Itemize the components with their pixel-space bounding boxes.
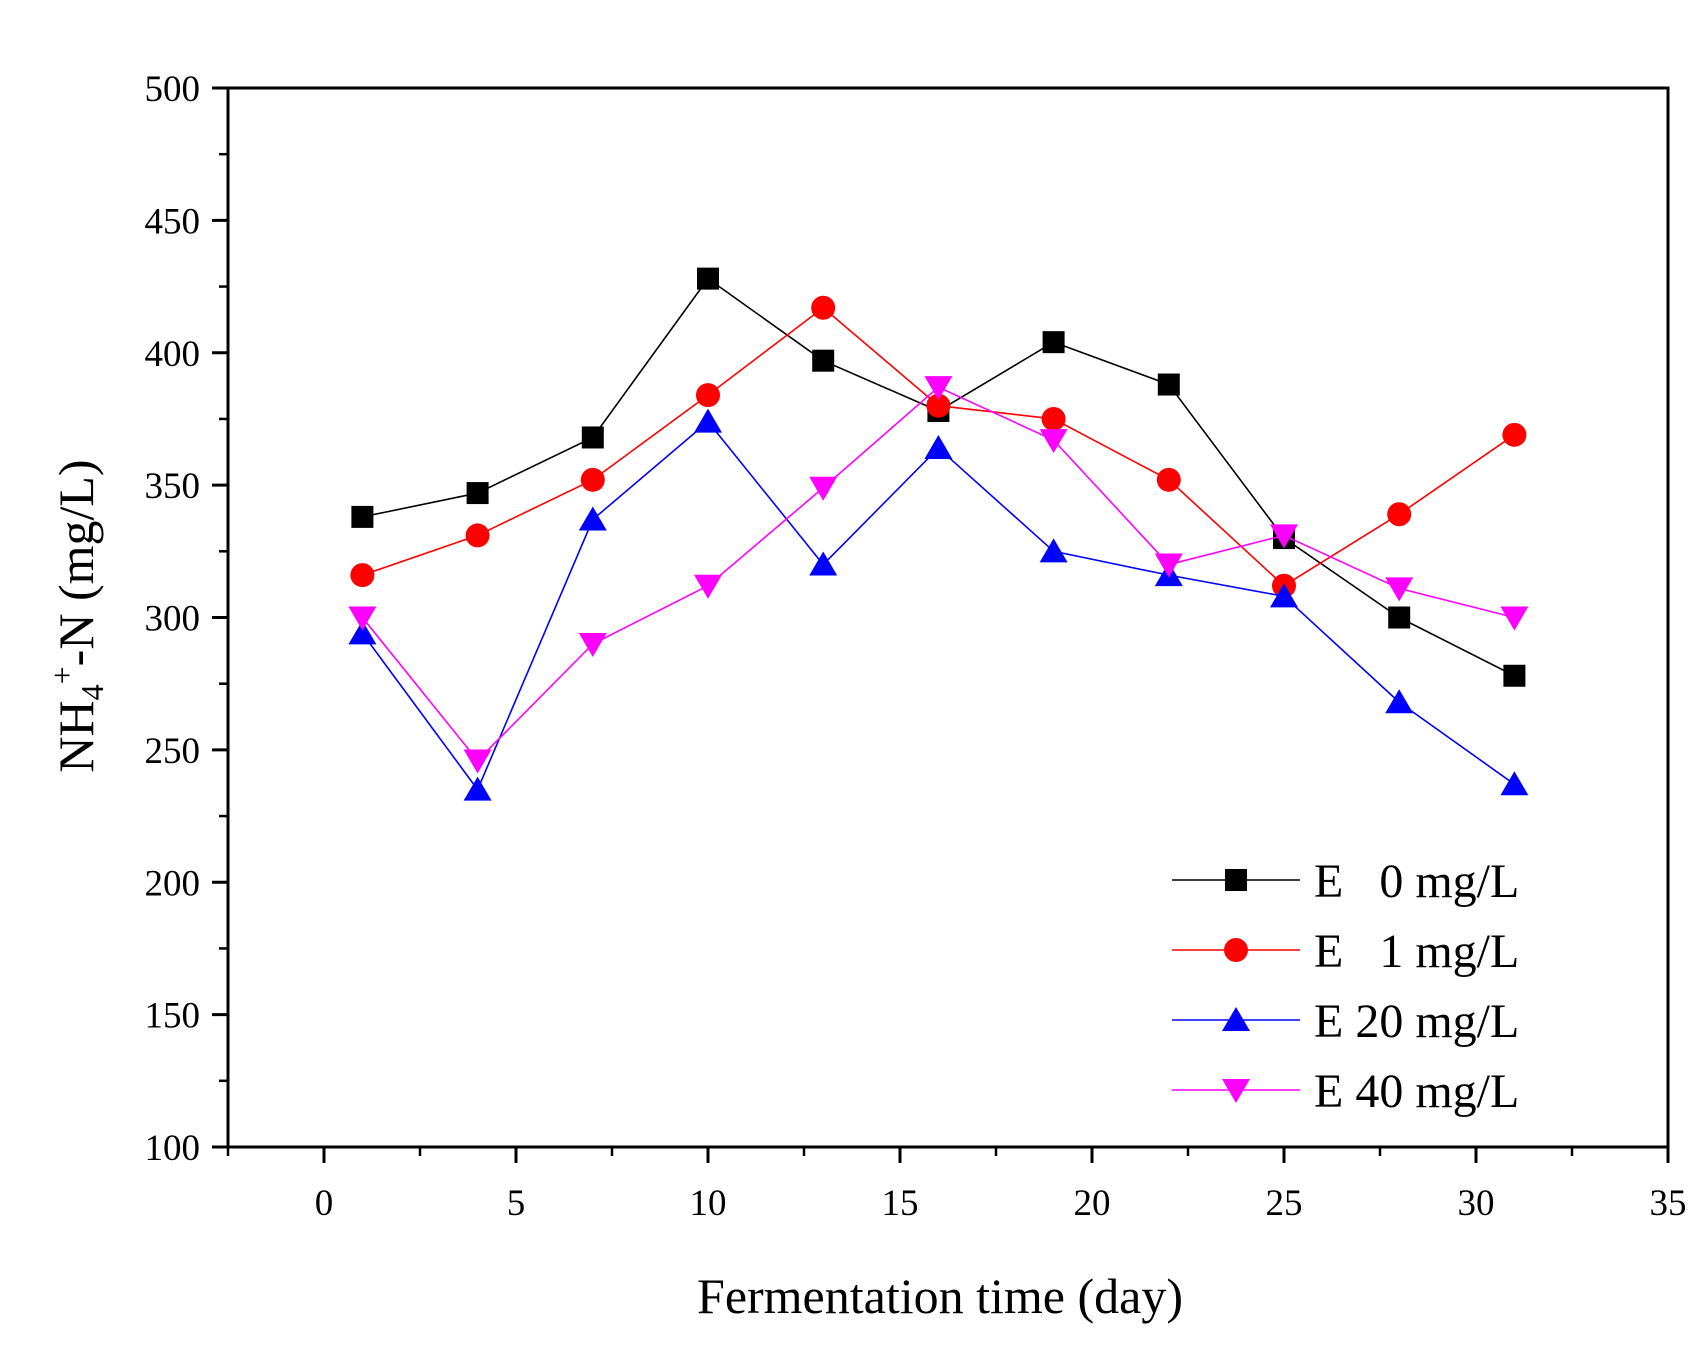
- data-point: [924, 435, 953, 460]
- data-point: [694, 574, 722, 599]
- y-tick-label: 300: [145, 599, 201, 640]
- y-tick-label: 400: [145, 334, 201, 375]
- x-tick-label: 15: [882, 1183, 919, 1224]
- data-point: [1503, 664, 1526, 687]
- data-point: [1156, 467, 1181, 492]
- series-line: [362, 277, 1515, 677]
- data-point: [350, 563, 375, 588]
- legend-item-0: E 0 mg/L: [1172, 855, 1519, 908]
- legend-label: E 1 mg/L: [1314, 925, 1519, 978]
- data-point: [811, 295, 836, 320]
- data-point: [924, 376, 953, 401]
- series-line: [361, 420, 1515, 792]
- data-point: [1270, 524, 1298, 549]
- axis-titles: Fermentation time (day) NH4+-N (mg/L): [44, 459, 1183, 1324]
- data-point: [1270, 583, 1298, 608]
- data-point: [1157, 373, 1180, 396]
- data-point: [1042, 331, 1065, 354]
- x-tick-label: 10: [690, 1183, 727, 1224]
- data-point: [1385, 689, 1414, 714]
- data-point: [578, 632, 607, 657]
- y-axis-title-superscript: +: [44, 666, 80, 684]
- data-point: [1385, 577, 1414, 602]
- data-point: [1041, 406, 1066, 431]
- y-axis-title-base: NH: [48, 700, 104, 772]
- x-tick-label: 20: [1074, 1183, 1111, 1224]
- data-point: [463, 776, 492, 801]
- data-point: [809, 551, 838, 576]
- y-tick-label: 100: [145, 1128, 201, 1169]
- data-point: [1154, 553, 1183, 578]
- data-point: [812, 349, 835, 372]
- data-point: [696, 383, 720, 408]
- data-point: [926, 393, 951, 418]
- data-point: [348, 620, 377, 645]
- legend-marker: [1222, 1007, 1250, 1031]
- data-point: [581, 426, 604, 449]
- data-point: [580, 467, 605, 492]
- data-point: [1387, 502, 1412, 527]
- y-tick-label: 350: [145, 466, 201, 507]
- x-tick-label: 0: [315, 1183, 334, 1224]
- x-tick-label: 5: [507, 1183, 526, 1224]
- legend-marker: [1224, 938, 1248, 962]
- data-point: [351, 505, 374, 528]
- data-point: [809, 476, 838, 501]
- series-2: [348, 408, 1529, 801]
- data-point: [697, 267, 719, 290]
- legend-item-1: E 1 mg/L: [1172, 925, 1519, 978]
- data-point: [694, 408, 722, 433]
- data-point: [466, 482, 489, 505]
- legend-label: E 0 mg/L: [1314, 855, 1519, 908]
- data-point: [465, 523, 490, 548]
- data-point: [1039, 429, 1068, 454]
- y-tick-label: 250: [145, 731, 201, 772]
- legend-item-3: E 40 mg/L: [1172, 1065, 1519, 1118]
- series-3: [348, 376, 1529, 774]
- x-tick-label: 25: [1266, 1183, 1303, 1224]
- data-point: [1502, 422, 1527, 447]
- y-tick-label: 450: [145, 201, 201, 242]
- y-axis-title-subscript: 4: [74, 684, 110, 700]
- y-axis-title: NH4+-N (mg/L): [44, 459, 110, 772]
- legend-label: E 40 mg/L: [1314, 1065, 1519, 1118]
- y-axis-title-rest: -N (mg/L): [48, 459, 104, 666]
- data-point: [578, 506, 607, 531]
- series-layer: [348, 267, 1529, 801]
- legend-label: E 20 mg/L: [1314, 995, 1519, 1048]
- y-tick-label: 150: [145, 996, 201, 1037]
- data-point: [1500, 606, 1529, 631]
- data-point: [1388, 606, 1411, 629]
- legend-item-2: E 20 mg/L: [1172, 995, 1519, 1048]
- x-axis-title: Fermentation time (day): [697, 1268, 1183, 1324]
- plot-frame: [226, 86, 1670, 1149]
- y-tick-label: 200: [145, 863, 201, 904]
- data-point: [1500, 771, 1529, 796]
- data-point: [463, 749, 492, 774]
- data-point: [1039, 538, 1068, 563]
- legend-marker: [1222, 1079, 1250, 1103]
- x-tick-label: 30: [1458, 1183, 1495, 1224]
- axes: 0 5 10 15 20 25 30 35 100 150 200 250 300 350 400 450 50…: [145, 69, 1687, 1224]
- series-0: [351, 267, 1526, 687]
- x-tick-label: 35: [1650, 1183, 1687, 1224]
- legend-marker: [1225, 869, 1247, 891]
- legend: E 0 mg/L E 1 mg/L E 20 mg/L E 40 mg/L: [1172, 855, 1519, 1118]
- y-tick-label: 500: [145, 69, 201, 110]
- data-point: [348, 606, 377, 631]
